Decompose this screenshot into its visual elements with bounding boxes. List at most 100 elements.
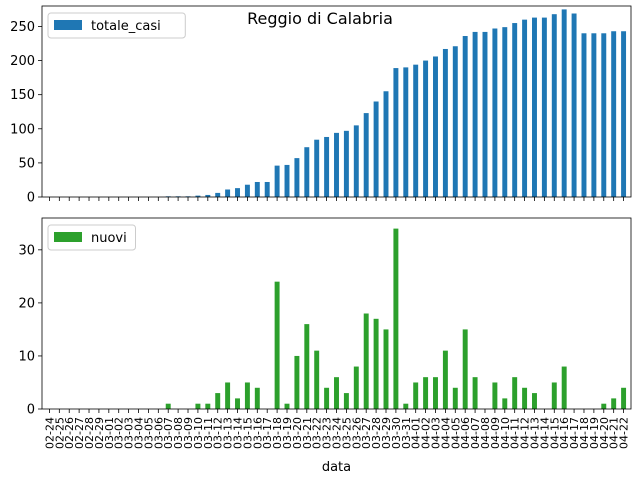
x-tick-label-03-22: 03-22	[311, 417, 324, 449]
x-tick-label-03-14: 03-14	[232, 417, 245, 449]
bar-nuovi-04-12	[522, 387, 528, 409]
x-tick-label-04-12: 04-12	[519, 417, 532, 449]
x-tick-label-03-21: 03-21	[301, 417, 314, 449]
bar-totale_casi-04-13	[532, 17, 537, 197]
bar-nuovi-03-18	[274, 281, 280, 409]
legend-swatch-totale_casi	[54, 20, 82, 30]
x-tick-label-04-22: 04-22	[618, 417, 631, 449]
x-tick-label-04-03: 04-03	[429, 417, 442, 449]
bar-totale_casi-04-10	[502, 27, 508, 198]
y-tick-label-250: 250	[10, 20, 35, 35]
bar-totale_casi-04-15	[551, 14, 557, 197]
bar-totale_casi-03-26	[353, 125, 359, 197]
legend-label-totale_casi: totale_casi	[91, 19, 161, 34]
bar-totale_casi-03-17	[264, 181, 270, 197]
bar-totale_casi-03-11	[205, 194, 211, 197]
bar-totale_casi-03-29	[383, 91, 389, 197]
bar-totale_casi-04-03	[433, 56, 438, 197]
y-tick-label-50: 50	[18, 156, 35, 171]
x-tick-label-04-05: 04-05	[449, 417, 462, 449]
x-tick-label-02-26: 02-26	[63, 417, 76, 449]
bar-nuovi-03-25	[343, 393, 349, 409]
x-tick-label-03-10: 03-10	[192, 417, 205, 449]
y-tick-label-0: 0	[27, 191, 35, 206]
bar-nuovi-03-12	[215, 393, 221, 409]
x-tick-label-03-30: 03-30	[390, 417, 403, 449]
bar-totale_casi-03-13	[225, 189, 231, 197]
x-tick-label-04-18: 04-18	[578, 417, 591, 449]
bar-totale_casi-04-16	[561, 9, 567, 197]
x-tick-label-03-27: 03-27	[360, 417, 373, 449]
x-tick-label-03-23: 03-23	[321, 417, 334, 449]
x-tick-label-03-12: 03-12	[212, 417, 225, 449]
legend-box	[47, 12, 186, 39]
x-tick-label-03-03: 03-03	[123, 417, 136, 449]
bar-nuovi-03-21	[304, 324, 310, 409]
bar-totale_casi-04-07	[472, 31, 478, 197]
bar-totale_casi-04-20	[601, 33, 607, 198]
x-tick-label-04-06: 04-06	[459, 417, 472, 449]
bar-nuovi-03-20	[294, 355, 300, 409]
x-axis-label: data	[322, 460, 351, 475]
y-tick-label-30: 30	[18, 243, 35, 258]
bar-nuovi-04-04	[442, 350, 448, 409]
bar-nuovi-04-22	[621, 387, 627, 409]
y-tick-label-200: 200	[10, 54, 35, 69]
bar-totale_casi-03-24	[334, 132, 339, 197]
x-tick-label-03-25: 03-25	[340, 417, 353, 449]
bar-totale_casi-03-15	[244, 184, 250, 197]
x-tick-label-03-01: 03-01	[103, 417, 116, 449]
x-tick-label-03-16: 03-16	[251, 417, 264, 449]
bar-totale_casi-03-12	[215, 192, 221, 197]
x-tick-label-04-15: 04-15	[548, 417, 561, 449]
bar-totale_casi-04-08	[482, 31, 488, 197]
x-tick-label-03-28: 03-28	[370, 417, 383, 449]
x-tick-label-04-17: 04-17	[568, 417, 581, 449]
bar-totale_casi-04-21	[611, 31, 617, 197]
bar-nuovi-04-09	[492, 382, 498, 409]
bar-totale_casi-03-23	[324, 136, 330, 197]
bar-nuovi-03-15	[244, 382, 250, 409]
x-tick-label-04-19: 04-19	[588, 417, 601, 449]
bar-nuovi-04-01	[413, 382, 419, 409]
bar-totale_casi-04-04	[442, 48, 448, 197]
bar-totale_casi-04-05	[452, 46, 458, 197]
bar-totale_casi-04-09	[492, 28, 498, 198]
x-tick-label-03-24: 03-24	[331, 417, 344, 449]
bar-nuovi-04-06	[462, 329, 468, 409]
bar-totale_casi-03-20	[294, 158, 300, 197]
x-tick-label-04-04: 04-04	[439, 417, 452, 449]
bar-totale_casi-04-22	[621, 31, 627, 197]
y-tick-label-20: 20	[18, 296, 35, 311]
bar-nuovi-04-15	[551, 382, 557, 409]
bar-totale_casi-03-30	[393, 68, 399, 197]
x-tick-label-03-20: 03-20	[291, 417, 304, 449]
x-tick-label-04-13: 04-13	[528, 417, 541, 449]
x-tick-label-04-14: 04-14	[538, 417, 551, 449]
x-tick-label-04-01: 04-01	[410, 417, 423, 449]
bar-totale_casi-03-21	[304, 147, 310, 197]
x-tick-label-03-08: 03-08	[172, 417, 185, 449]
bar-nuovi-04-07	[472, 377, 478, 409]
bar-nuovi-03-30	[393, 228, 399, 409]
bar-totale_casi-04-11	[512, 23, 518, 197]
bar-nuovi-04-05	[452, 387, 458, 409]
x-tick-label-03-15: 03-15	[241, 417, 254, 449]
bar-totale_casi-03-25	[343, 130, 349, 197]
bar-totale_casi-03-22	[314, 139, 320, 197]
y-tick-label-0: 0	[27, 403, 35, 418]
bar-totale_casi-04-19	[591, 33, 597, 198]
bar-totale_casi-03-14	[235, 188, 240, 197]
top-axes-totale-casi: 0 50 100 150 200 250 totale_casi	[10, 5, 632, 206]
x-tick-label-03-17: 03-17	[261, 417, 274, 449]
bar-nuovi-04-10	[502, 398, 508, 409]
bar-totale_casi-03-28	[373, 101, 379, 197]
bar-totale_casi-03-10	[195, 195, 201, 197]
bar-nuovi-03-16	[254, 387, 260, 409]
bar-totale_casi-04-01	[413, 64, 419, 198]
x-tick-label-03-19: 03-19	[281, 417, 294, 449]
bar-nuovi-04-20	[601, 403, 607, 409]
x-tick-label-04-10: 04-10	[499, 417, 512, 449]
x-tick-label-03-29: 03-29	[380, 417, 393, 449]
